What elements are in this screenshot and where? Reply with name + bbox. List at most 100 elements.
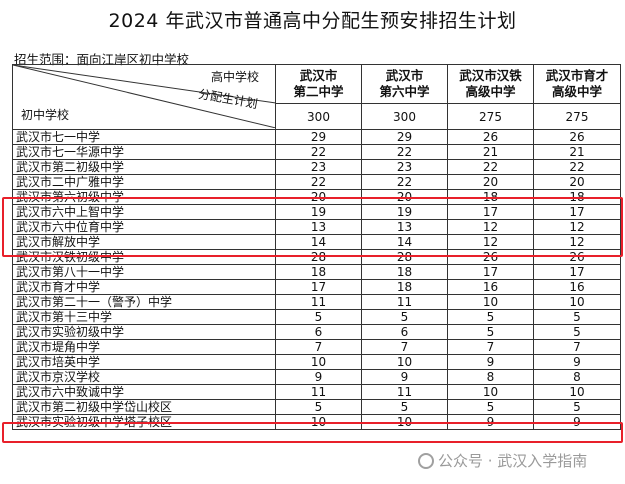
junior-school-name: 武汉市第二十一（警予）中学 (12, 294, 276, 310)
allocation-value: 7 (533, 339, 621, 355)
table-row: 武汉市培英中学 10 10 9 9 (12, 354, 621, 370)
allocation-value: 18 (361, 279, 448, 295)
table-row: 武汉市第八十一中学 18 18 17 17 (12, 264, 621, 280)
allocation-value: 22 (275, 174, 362, 190)
allocation-value: 29 (275, 129, 362, 145)
table-row: 武汉市六中致诚中学 11 11 10 10 (12, 384, 621, 400)
allocation-value: 22 (275, 144, 362, 160)
junior-school-name: 武汉市第二初级中学 (12, 159, 276, 175)
allocation-value: 8 (533, 369, 621, 385)
allocation-value: 16 (447, 279, 534, 295)
allocation-value: 16 (533, 279, 621, 295)
allocation-value: 9 (361, 369, 448, 385)
junior-school-name: 武汉市堤角中学 (12, 339, 276, 355)
allocation-value: 20 (533, 174, 621, 190)
allocation-value: 23 (361, 159, 448, 175)
table-row: 武汉市六中位育中学 13 13 12 12 (12, 219, 621, 235)
column-header-school-1: 武汉市 第二中学 (275, 64, 362, 104)
junior-school-name: 武汉市七一中学 (12, 129, 276, 145)
allocation-value: 5 (275, 399, 362, 415)
enrollment-scope: 招生范围：面向江岸区初中学校 (14, 52, 190, 67)
junior-school-name: 武汉市第二初级中学岱山校区 (12, 399, 276, 415)
enrollment-table: 高中学校 分配生计划 初中学校 武汉市 第二中学 武汉市 第六中学 武汉市汉铁 高级中… (12, 64, 621, 430)
allocation-value: 21 (533, 144, 621, 160)
allocation-value: 22 (533, 159, 621, 175)
allocation-value: 13 (275, 219, 362, 235)
allocation-value: 22 (447, 159, 534, 175)
allocation-value: 22 (361, 144, 448, 160)
watermark: 公众号 · 武汉入学指南 (418, 450, 587, 471)
allocation-value: 17 (533, 264, 621, 280)
plan-total-4: 275 (533, 103, 621, 130)
allocation-value: 9 (275, 369, 362, 385)
allocation-value: 6 (275, 324, 362, 340)
table-row: 武汉市第二初级中学岱山校区 5 5 5 5 (12, 399, 621, 415)
junior-school-name: 武汉市第十三中学 (12, 309, 276, 325)
junior-school-name: 武汉市京汉学校 (12, 369, 276, 385)
table-row: 武汉市二中广雅中学 22 22 20 20 (12, 174, 621, 190)
allocation-value: 5 (533, 324, 621, 340)
allocation-value: 17 (275, 279, 362, 295)
allocation-value: 8 (447, 369, 534, 385)
junior-school-name: 武汉市实验初级中学 (12, 324, 276, 340)
table-row: 武汉市实验初级中学 6 6 5 5 (12, 324, 621, 340)
allocation-value: 10 (533, 294, 621, 310)
allocation-value: 5 (275, 309, 362, 325)
plan-total-1: 300 (275, 103, 362, 130)
allocation-value: 23 (275, 159, 362, 175)
allocation-value: 7 (275, 339, 362, 355)
allocation-value: 21 (447, 144, 534, 160)
table-row: 武汉市解放中学 14 14 12 12 (12, 234, 621, 250)
junior-school-name: 武汉市育才中学 (12, 279, 276, 295)
junior-school-name: 武汉市六中致诚中学 (12, 384, 276, 400)
table-row: 武汉市京汉学校 9 9 8 8 (12, 369, 621, 385)
diagonal-lines (13, 65, 276, 128)
corner-label-high-school: 高中学校 (210, 70, 259, 84)
allocation-value: 7 (447, 339, 534, 355)
junior-school-name: 武汉市培英中学 (12, 354, 276, 370)
plan-total-3: 275 (447, 103, 534, 130)
page-title: 2024 年武汉市普通高中分配生预安排招生计划 (108, 10, 517, 32)
allocation-value: 18 (275, 264, 362, 280)
allocation-value: 5 (447, 309, 534, 325)
allocation-value: 10 (533, 384, 621, 400)
allocation-value: 17 (447, 264, 534, 280)
allocation-value: 28 (361, 249, 448, 265)
junior-school-name: 武汉市第八十一中学 (12, 264, 276, 280)
allocation-value: 11 (361, 384, 448, 400)
allocation-value: 6 (361, 324, 448, 340)
corner-header-cell: 高中学校 分配生计划 初中学校 (12, 64, 276, 130)
allocation-value: 13 (361, 219, 448, 235)
junior-school-name: 武汉市七一华源中学 (12, 144, 276, 160)
allocation-value: 5 (361, 309, 448, 325)
table-row: 武汉市堤角中学 7 7 7 7 (12, 339, 621, 355)
allocation-value: 11 (275, 384, 362, 400)
allocation-value: 5 (447, 324, 534, 340)
junior-school-name: 武汉市二中广雅中学 (12, 174, 276, 190)
allocation-value: 9 (447, 354, 534, 370)
allocation-value: 29 (361, 129, 448, 145)
allocation-value: 7 (361, 339, 448, 355)
allocation-value: 10 (447, 294, 534, 310)
table-row: 武汉市第二十一（警予）中学 11 11 10 10 (12, 294, 621, 310)
table-row: 武汉市汉铁初级中学 28 28 26 26 (12, 249, 621, 265)
allocation-value: 19 (361, 204, 448, 220)
highlight-box-zhicheng (2, 422, 623, 443)
allocation-value: 26 (533, 129, 621, 145)
table-row: 武汉市第二初级中学 23 23 22 22 (12, 159, 621, 175)
allocation-value: 5 (533, 399, 621, 415)
plan-total-2: 300 (361, 103, 448, 130)
table-row: 武汉市七一中学 29 29 26 26 (12, 129, 621, 145)
allocation-value: 5 (447, 399, 534, 415)
allocation-value: 28 (275, 249, 362, 265)
highlight-box-liuzhong-group (2, 197, 623, 257)
table-row: 武汉市育才中学 17 18 16 16 (12, 279, 621, 295)
allocation-value: 9 (533, 354, 621, 370)
wechat-icon (418, 453, 434, 469)
allocation-value: 18 (361, 264, 448, 280)
column-header-school-3: 武汉市汉铁 高级中学 (447, 64, 534, 104)
table-row: 武汉市七一华源中学 22 22 21 21 (12, 144, 621, 160)
watermark-text: 公众号 · 武汉入学指南 (438, 452, 588, 470)
allocation-value: 22 (361, 174, 448, 190)
allocation-value: 10 (447, 384, 534, 400)
